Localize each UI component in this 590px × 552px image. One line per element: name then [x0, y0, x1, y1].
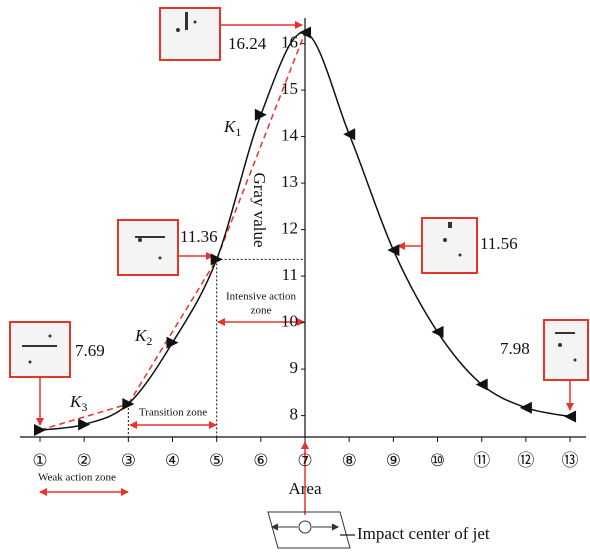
value-label: 7.98 [500, 339, 530, 358]
x-tick-label: ③ [121, 451, 136, 470]
zone-label: zone [251, 305, 272, 317]
y-tick-label: 14 [281, 126, 299, 145]
thumbnail-texture [22, 12, 577, 364]
point [255, 109, 267, 121]
x-tick-label: ⑤ [209, 451, 224, 470]
value-label: 7.69 [75, 341, 105, 360]
zone-label: Intensive action [226, 291, 296, 303]
y-tick-label: 8 [290, 405, 299, 424]
zone-label: Transition zone [139, 407, 207, 419]
x-tick-label: ⑦ [297, 451, 312, 470]
impact-icon [268, 512, 350, 548]
slope-label: K1 [223, 117, 241, 139]
y-tick-label: 9 [290, 358, 299, 377]
y-tick-label: 10 [281, 312, 298, 331]
slope-subscript: 1 [235, 125, 241, 139]
slope-subscript: 3 [81, 400, 87, 414]
y-tick-label: 16 [281, 33, 298, 52]
x-tick-label: ⑧ [342, 451, 357, 470]
x-tick-label: ④ [165, 451, 180, 470]
value-label: 11.36 [180, 227, 218, 246]
y-tick-label: 11 [282, 265, 298, 284]
page: {"chart_data": {"type": "line", "y_label… [0, 0, 590, 552]
thumbnails [10, 8, 588, 380]
x-tick-label: ⑨ [386, 451, 401, 470]
value-label: 16.24 [228, 34, 267, 53]
x-tick-label: ⑪ [473, 451, 490, 470]
point [343, 128, 355, 140]
slope-label: K2 [134, 326, 152, 348]
x-tick-label: ② [77, 451, 92, 470]
point [387, 244, 399, 256]
y-tick-label: 13 [281, 172, 298, 191]
slope-label: K3 [69, 392, 87, 414]
point [34, 424, 46, 436]
point [432, 326, 444, 338]
zone-label: Weak action zone [38, 472, 116, 484]
x-tick-label: ⑥ [253, 451, 268, 470]
point [78, 418, 90, 430]
point [167, 337, 179, 349]
y-tick-label: 12 [281, 219, 298, 238]
y-axis-label: Gray value [250, 172, 269, 247]
x-tick-label: ⑫ [517, 451, 534, 470]
value-label: 11.56 [480, 234, 518, 253]
x-tick-label: ⑩ [430, 451, 445, 470]
x-tick-label: ⑬ [562, 451, 579, 470]
impact-label: Impact center of jet [357, 524, 490, 543]
slope-subscript: 2 [146, 334, 152, 348]
point [520, 402, 532, 414]
chart: Gray value Area Impact center of jet Wea… [0, 0, 590, 552]
point [564, 411, 576, 423]
x-tick-label: ① [32, 451, 47, 470]
